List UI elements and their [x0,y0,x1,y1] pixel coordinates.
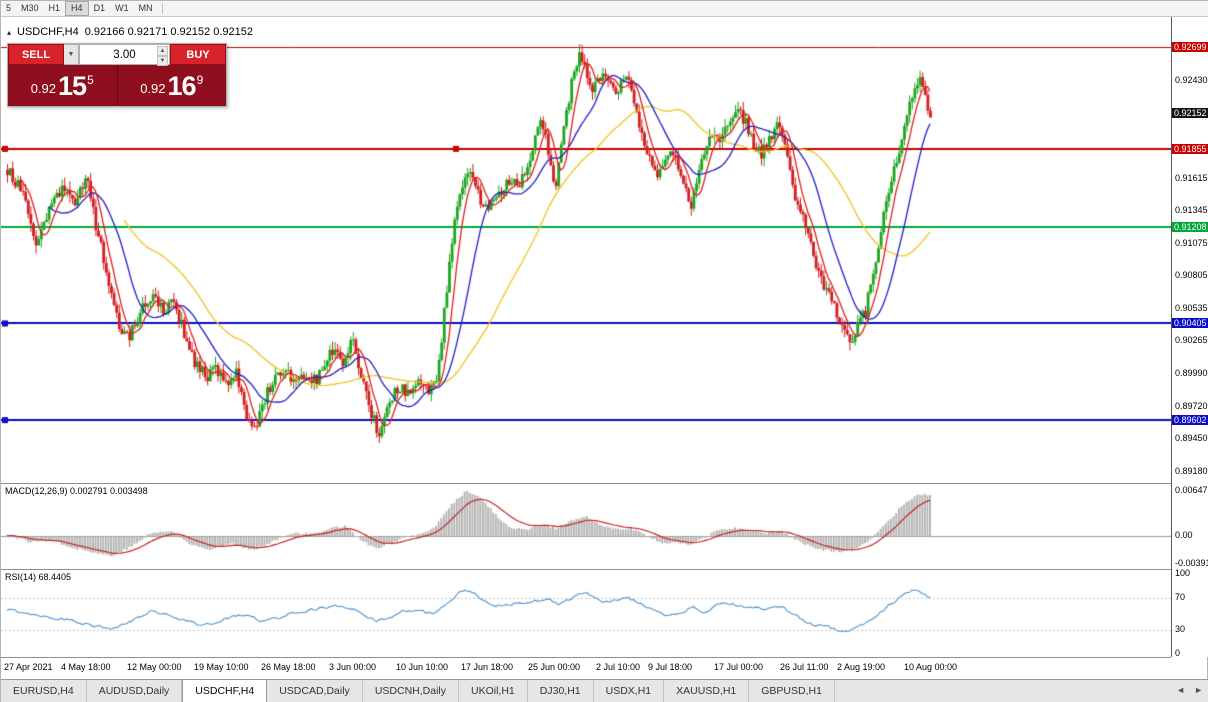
price-scale[interactable]: 0.92430 0.91615 0.91345 0.91075 0.90805 0.905… [1171,17,1208,658]
price-scale-tick: 0.90265 [1175,335,1208,346]
rsi-indicator-panel: RSI(14) 68.4405 [1,569,1171,658]
timeframe-button-5[interactable]: 5 [6,3,12,13]
time-axis-label: 12 May 00:00 [127,662,182,672]
time-axis-label: 10 Jun 10:00 [396,662,449,672]
time-axis-label: 17 Jun 18:00 [461,662,514,672]
volume-input[interactable]: 3.00 ▲ ▼ [79,44,170,66]
buy-price-prefix: 0.92 [140,81,166,96]
rsi-scale-label: 70 [1175,592,1186,602]
macd-canvas[interactable] [1,484,1171,570]
rsi-scale-label: 0 [1175,648,1181,658]
price-scale-tick: 0.89990 [1175,368,1208,379]
chart-tab-gbpusd-h1[interactable]: GBPUSD,H1 [749,680,835,702]
macd-scale-label: 0.00 [1175,530,1193,541]
hline-price-tag[interactable]: 0.91855 [1172,143,1208,154]
hline-price-tag[interactable]: 0.91208 [1172,221,1208,232]
price-scale-tick: 0.89720 [1175,400,1208,411]
time-axis-label: 4 May 18:00 [61,662,111,672]
price-chart-panel: ▴ USDCHF,H4 0.92166 0.92171 0.92152 0.92… [1,17,1171,483]
buy-button[interactable]: BUY [170,44,226,65]
buy-price-display[interactable]: 0.92 16 9 [117,65,226,106]
rsi-scale-label: 100 [1175,568,1191,578]
chart-tab-usdcad-daily[interactable]: USDCAD,Daily [267,680,363,702]
volume-stepper: ▲ ▼ [157,46,168,66]
price-scale-tick: 0.91075 [1175,237,1208,248]
time-axis-label: 17 Jul 00:00 [714,662,764,672]
chart-tab-dj30-h1[interactable]: DJ30,H1 [527,680,594,702]
tab-scroll-left-icon[interactable]: ◄ [1176,685,1186,695]
hline-price-tag[interactable]: 0.92699 [1172,42,1208,53]
sell-price-frac: 5 [87,72,94,87]
timeframe-button-h4[interactable]: H4 [65,1,89,16]
time-axis-label: 10 Aug 00:00 [904,662,958,672]
volume-up-icon[interactable]: ▲ [157,46,168,56]
chart-tab-eurusd-h4[interactable]: EURUSD,H4 [1,680,87,702]
tab-scroll-arrows: ◄ ► [1176,685,1203,695]
chart-tab-ukoil-h1[interactable]: UKOil,H1 [459,680,528,702]
time-axis-label: 26 May 18:00 [261,662,316,672]
time-axis-label: 2 Jul 10:00 [596,662,641,672]
chart-tab-audusd-daily[interactable]: AUDUSD,Daily [86,680,183,702]
timeframe-button-d1[interactable]: D1 [93,3,106,13]
tab-scroll-right-icon[interactable]: ► [1194,685,1203,695]
volume-dropdown-icon[interactable]: ▼ [64,44,79,65]
sell-price-display[interactable]: 0.92 15 5 [8,65,118,106]
time-axis-label: 2 Aug 19:00 [837,662,886,672]
price-scale-tick: 0.90535 [1175,302,1208,313]
sell-price-big: 15 [58,70,87,101]
time-axis-label: 3 Jun 00:00 [329,662,377,672]
macd-scale-label: -0.00391 [1175,557,1208,568]
buy-price-frac: 9 [196,72,204,87]
time-axis[interactable]: 27 Apr 2021 4 May 18:00 12 May 00:00 19 May… [1,657,1171,679]
current-price-tag[interactable]: 0.92152 [1172,108,1208,119]
chart-tab-usdchf-h4[interactable]: USDCHF,H4 [182,680,268,702]
macd-scale-label: 0.00647 [1175,485,1208,496]
time-axis-label: 27 Apr 2021 [4,662,53,672]
rsi-canvas[interactable] [1,570,1171,658]
time-axis-label: 9 Jul 18:00 [648,662,693,672]
volume-down-icon[interactable]: ▼ [157,56,168,66]
chart-tab-usdx-h1[interactable]: USDX,H1 [593,680,665,702]
timeframe-toolbar: 5 M30 H1 H4 D1 W1 MN [1,1,1208,17]
price-scale-tick: 0.91615 [1175,172,1208,183]
time-axis-label: 25 Jun 00:00 [528,662,581,672]
chart-tab-bar: EURUSD,H4 AUDUSD,Daily USDCHF,H4 USDCAD,Dai… [1,679,1208,702]
buy-price-big: 16 [167,70,197,101]
price-scale-tick: 0.90805 [1175,270,1208,281]
timeframe-button-m30[interactable]: M30 [21,3,39,13]
price-scale-tick: 0.92430 [1175,74,1208,85]
price-scale-tick: 0.89180 [1175,465,1208,476]
hline-price-tag[interactable]: 0.90405 [1172,318,1208,329]
macd-indicator-panel: MACD(12,26,9) 0.002791 0.003498 [1,483,1171,570]
trade-prices-row: 0.92 15 5 0.92 16 9 [8,65,226,106]
timeframe-button-w1[interactable]: W1 [115,3,129,13]
one-click-trading-panel: SELL ▼ 3.00 ▲ ▼ BUY 0.92 15 5 0.92 16 9 [7,43,227,107]
volume-value: 3.00 [113,48,136,61]
hline-price-tag[interactable]: 0.89602 [1172,415,1208,426]
trade-controls-row: SELL ▼ 3.00 ▲ ▼ BUY [8,44,226,66]
timeframe-button-h1[interactable]: H1 [48,3,61,13]
timeframe-button-mn[interactable]: MN [138,3,153,13]
price-scale-tick: 0.91345 [1175,205,1208,216]
time-axis-label: 26 Jul 11:00 [780,662,829,672]
chart-tab-usdcnh-daily[interactable]: USDCNH,Daily [362,680,459,702]
toolbar-separator [161,3,163,14]
price-scale-tick: 0.89450 [1175,433,1208,444]
sell-button[interactable]: SELL [8,44,64,65]
rsi-scale-label: 30 [1175,624,1186,634]
time-axis-label: 19 May 10:00 [194,662,249,672]
chart-tab-xauusd-h1[interactable]: XAUUSD,H1 [664,680,750,702]
sell-price-prefix: 0.92 [30,81,57,96]
